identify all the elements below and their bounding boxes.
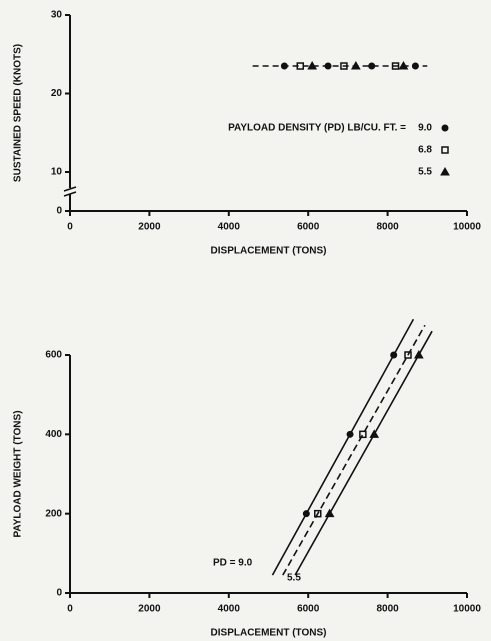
- point: [350, 61, 361, 70]
- point: [404, 351, 412, 359]
- y-tick-label: 20: [51, 88, 63, 99]
- axis-break: [64, 188, 76, 194]
- point: [440, 166, 450, 176]
- point: [340, 62, 348, 70]
- point: [296, 62, 305, 70]
- y-tick-label: 10: [51, 167, 63, 178]
- point: [324, 62, 332, 70]
- point: [359, 430, 367, 439]
- y-tick-label: 30: [51, 10, 63, 21]
- legend-title: PAYLOAD DENSITY (PD) LB/CU. FT. =: [228, 123, 406, 134]
- x-tick-label: 0: [67, 222, 73, 233]
- point: [346, 430, 354, 438]
- x-tick-label: 10000: [453, 604, 481, 615]
- line: [271, 318, 415, 576]
- y-tick-label: 400: [45, 429, 62, 440]
- point: [280, 62, 288, 70]
- point: [369, 429, 380, 438]
- point: [441, 146, 449, 154]
- y-tick-label: 200: [45, 508, 62, 519]
- x-tick-label: 4000: [218, 222, 241, 233]
- y-axis-label: PAYLOAD WEIGHT (TONS): [13, 410, 24, 537]
- x-axis-label: DISPLACEMENT (TONS): [211, 246, 327, 257]
- legend-label: 5.5: [418, 167, 432, 178]
- annotation: PD = 9.0: [213, 558, 253, 569]
- x-axis-label: DISPLACEMENT (TONS): [211, 628, 327, 639]
- point: [307, 61, 318, 70]
- x-tick-label: 2000: [138, 604, 161, 615]
- x-tick-label: 6000: [297, 604, 320, 615]
- x-tick-label: 8000: [376, 604, 399, 615]
- point: [314, 509, 322, 518]
- point: [390, 351, 398, 359]
- line: [282, 324, 426, 576]
- point: [302, 510, 310, 518]
- y-tick-label: 0: [56, 206, 62, 217]
- y-tick-label: 600: [45, 350, 62, 361]
- annotation: 5.5: [287, 573, 301, 584]
- axis-break: [63, 186, 77, 197]
- point: [391, 62, 400, 70]
- y-axis-label: SUSTAINED SPEED (KNOTS): [13, 44, 24, 182]
- x-tick-label: 0: [67, 604, 73, 615]
- point: [368, 62, 376, 70]
- x-tick-label: 6000: [297, 222, 320, 233]
- line: [294, 330, 433, 576]
- point: [411, 62, 419, 70]
- x-tick-label: 4000: [218, 604, 241, 615]
- y-tick-label: 0: [56, 588, 62, 599]
- point: [324, 508, 335, 518]
- x-tick-label: 8000: [376, 222, 399, 233]
- point: [441, 124, 449, 132]
- x-tick-label: 2000: [138, 222, 161, 233]
- x-tick-label: 10000: [453, 222, 481, 233]
- point: [413, 349, 424, 359]
- point: [398, 61, 409, 70]
- legend-label: 6.8: [418, 145, 432, 156]
- legend-label: 9.0: [418, 123, 432, 134]
